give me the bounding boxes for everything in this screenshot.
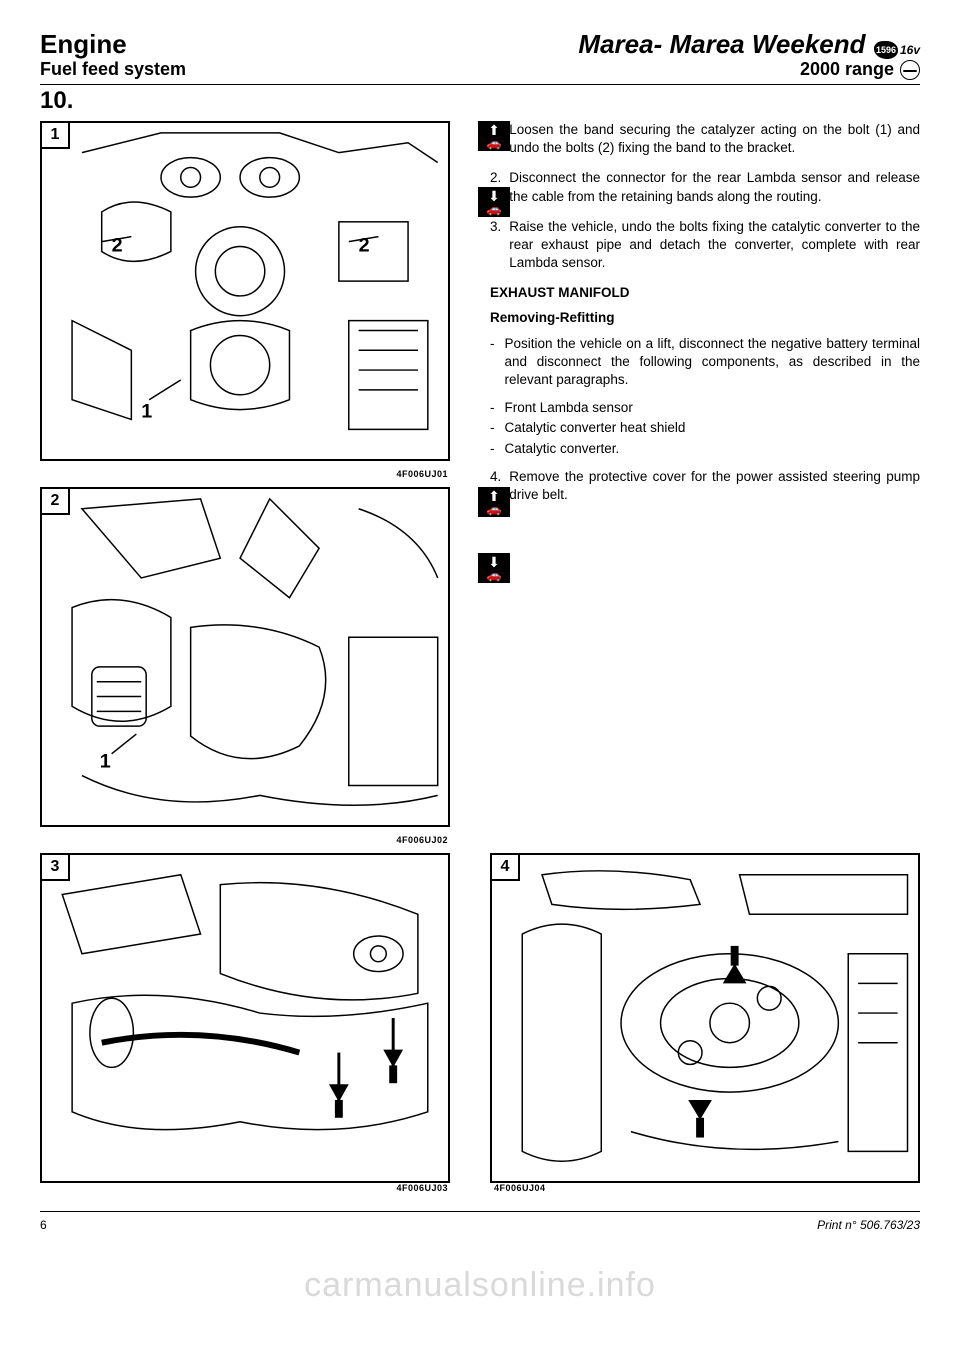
header-right: Marea- Marea Weekend 1596 16v 2000 range [578, 30, 920, 80]
step-3: 3.Raise the vehicle, undo the bolts fixi… [490, 218, 920, 273]
svg-text:1: 1 [141, 400, 152, 422]
heading-removing-refitting: Removing-Refitting [490, 310, 920, 325]
page-footer: 6 Print n° 506.763/23 [40, 1211, 920, 1232]
valve-label: 16v [900, 43, 920, 57]
figure-3-number: 3 [40, 853, 70, 881]
lift-up-icon: ⬆🚗 [478, 487, 510, 517]
print-number: Print n° 506.763/23 [817, 1218, 920, 1232]
figure-4-caption: 4F006UJ04 [490, 1183, 920, 1193]
page-number: 6 [40, 1218, 47, 1232]
page-header: Engine Fuel feed system Marea- Marea Wee… [40, 30, 920, 80]
figure-2-diagram: 1 [42, 489, 448, 825]
right-column: 1.Loosen the band securing the catalyzer… [490, 121, 920, 845]
dash-item: -Catalytic converter heat shield [490, 419, 920, 437]
figure-2: 2 1 [40, 487, 450, 827]
lift-up-icon: ⬆🚗 [478, 121, 510, 151]
figure-2-number: 2 [40, 487, 70, 515]
dash-item: -Position the vehicle on a lift, disconn… [490, 335, 920, 390]
left-column: 1 [40, 121, 470, 845]
figure-4: 4 [490, 853, 920, 1183]
heading-exhaust-manifold: EXHAUST MANIFOLD [490, 285, 920, 300]
lift-down-icon: ⬇🚗 [478, 187, 510, 217]
figure-2-caption: 4F006UJ02 [40, 835, 470, 845]
step-list: 1.Loosen the band securing the catalyzer… [490, 121, 920, 273]
dash-list: -Position the vehicle on a lift, disconn… [490, 335, 920, 458]
header-left: Engine Fuel feed system [40, 30, 186, 80]
watermark: carmanualsonline.info [0, 1266, 960, 1305]
figure-4-number: 4 [490, 853, 520, 881]
figure-4-panel: 4 [490, 853, 920, 1193]
step-4: 4.Remove the protective cover for the po… [490, 468, 920, 504]
figure-3-panel: 3 [40, 853, 470, 1193]
title-model-row: Marea- Marea Weekend 1596 16v [578, 30, 920, 59]
figure-3-diagram [42, 855, 448, 1181]
subtitle-fuel: Fuel feed system [40, 59, 186, 80]
lift-down-icon: ⬇🚗 [478, 553, 510, 583]
figure-1-caption: 4F006UJ01 [40, 469, 470, 479]
steering-wheel-icon [900, 60, 920, 80]
figure-4-diagram [492, 855, 918, 1181]
header-rule [40, 84, 920, 85]
svg-text:2: 2 [359, 234, 370, 256]
dash-item: -Catalytic converter. [490, 440, 920, 458]
figure-1-number: 1 [40, 121, 70, 149]
dash-item: -Front Lambda sensor [490, 399, 920, 417]
step-2: 2.Disconnect the connector for the rear … [490, 169, 920, 205]
step-list-4: 4.Remove the protective cover for the po… [490, 468, 920, 504]
bottom-figures-row: 3 [40, 853, 920, 1193]
engine-size-badge: 1596 [874, 41, 898, 59]
main-content: 1 [40, 121, 920, 845]
title-model: Marea- Marea Weekend [578, 29, 865, 59]
section-number: 10. [40, 87, 920, 115]
figure-1: 1 [40, 121, 450, 461]
header-badges: 1596 16v [874, 41, 920, 59]
svg-text:2: 2 [112, 234, 123, 256]
figure-3: 3 [40, 853, 450, 1183]
range-text: 2000 range [800, 59, 894, 80]
svg-text:1: 1 [100, 751, 111, 773]
figure-3-caption: 4F006UJ03 [40, 1183, 470, 1193]
step-1: 1.Loosen the band securing the catalyzer… [490, 121, 920, 157]
figure-1-diagram: 2 2 1 [42, 123, 448, 459]
title-engine: Engine [40, 30, 186, 59]
range-row: 2000 range [578, 59, 920, 80]
